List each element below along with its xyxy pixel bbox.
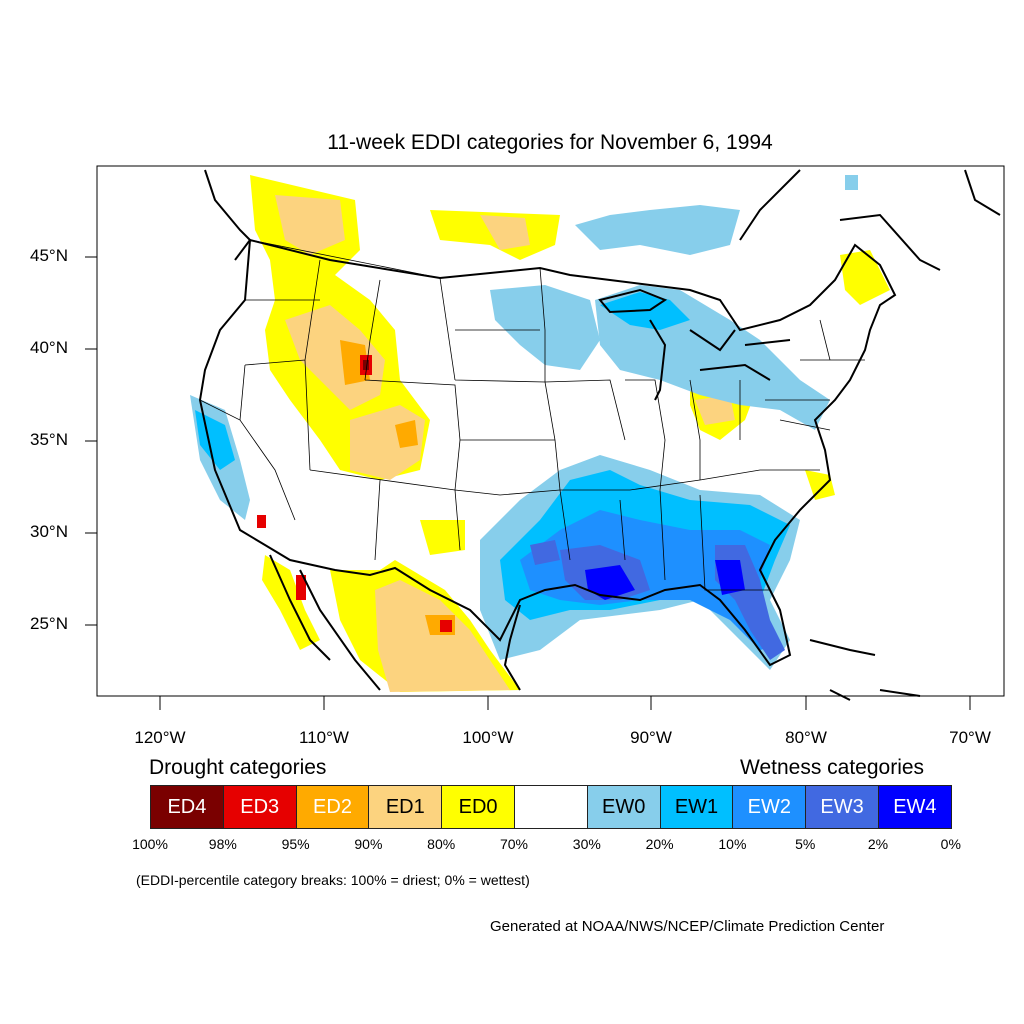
ew4-florida-region [715, 560, 745, 595]
legend-box-ew2: EW2 [732, 785, 807, 829]
legend-percentile-label: 5% [795, 836, 816, 852]
ed1-washington-region [275, 195, 345, 255]
ed1-ohio-region [695, 395, 735, 425]
lon-label-80w: 80°W [785, 728, 827, 747]
legend-percentile-label: 2% [867, 836, 889, 852]
lon-label-110w: 110°W [299, 728, 349, 747]
ed3-california-spot [257, 515, 266, 528]
lat-label-30: 30°N [30, 522, 68, 541]
lat-label-35: 35°N [30, 430, 68, 449]
map-title: 11-week EDDI categories for November 6, … [327, 131, 773, 154]
legend-percentile-label: 70% [499, 836, 529, 852]
wetness-categories-heading: Wetness categories [740, 756, 925, 779]
legend-percentile-label: 20% [645, 836, 674, 852]
lon-label-90w: 90°W [630, 728, 672, 747]
ed3-baja-spot [296, 575, 306, 600]
lon-label-70w: 70°W [949, 728, 991, 747]
eddi-shading [190, 175, 890, 692]
legend-percentile-label: 100% [132, 836, 168, 852]
ed2-colorado-region [395, 420, 418, 448]
legend-box-neutral [514, 785, 588, 829]
drought-categories-heading: Drought categories [149, 756, 327, 779]
lat-label-40: 40°N [30, 338, 68, 357]
legend-percentile-label: 80% [427, 836, 456, 852]
great-lakes [598, 288, 791, 401]
legend-percentile-label: 0% [940, 836, 961, 852]
ed1-mexico-region [375, 580, 510, 692]
legend-percentile-label: 30% [572, 836, 601, 852]
ed0-new-mexico-region [420, 520, 465, 555]
lon-label-120w: 120°W [134, 728, 186, 747]
legend-box-ed3: ED3 [222, 785, 297, 829]
ew0-canada-region [575, 205, 740, 255]
legend-box-ed4: ED4 [150, 785, 224, 829]
credit-line: Generated at NOAA/NWS/NCEP/Climate Predi… [490, 918, 885, 935]
ed0-maine-region [840, 250, 890, 305]
ed3-mexico-spot [440, 620, 452, 632]
legend-box-ew3: EW3 [805, 785, 879, 829]
legend-box-ew4: EW4 [878, 785, 952, 829]
state-boundaries [199, 239, 865, 591]
legend-box-ed2: ED2 [295, 785, 370, 829]
lat-label-45: 45°N [30, 246, 68, 265]
legend-percentile-label: 98% [208, 836, 237, 852]
ed1-montana-canada-region [480, 215, 530, 250]
ed4-utah-spot [363, 360, 369, 370]
mexico-coast [269, 554, 521, 691]
ed1-idaho-utah-region [285, 305, 385, 410]
legend-percentile-label: 95% [281, 836, 310, 852]
legend-box-ew1: EW1 [659, 785, 734, 829]
pacific-northwest-coast [204, 169, 252, 261]
lat-label-25: 25°N [30, 614, 68, 633]
legend-percentile-label: 90% [354, 836, 383, 852]
ew4-louisiana-region [585, 565, 635, 600]
legend-percentile-label: 10% [718, 836, 747, 852]
lon-label-100w: 100°W [462, 728, 514, 747]
legend-box-ed1: ED1 [368, 785, 443, 829]
footnote: (EDDI-percentile category breaks: 100% =… [136, 872, 530, 888]
legend-box-ed0: ED0 [441, 785, 515, 829]
caribbean-islands [809, 639, 921, 701]
coastlines-and-borders [198, 169, 1001, 701]
axis-ticks [85, 256, 971, 710]
legend-box-ew0: EW0 [586, 785, 661, 829]
canada-coast [739, 169, 1001, 271]
ed0-carolina-region [805, 470, 835, 500]
ew3-texas-spot [530, 540, 560, 565]
ew0-quebec-region [845, 175, 858, 190]
